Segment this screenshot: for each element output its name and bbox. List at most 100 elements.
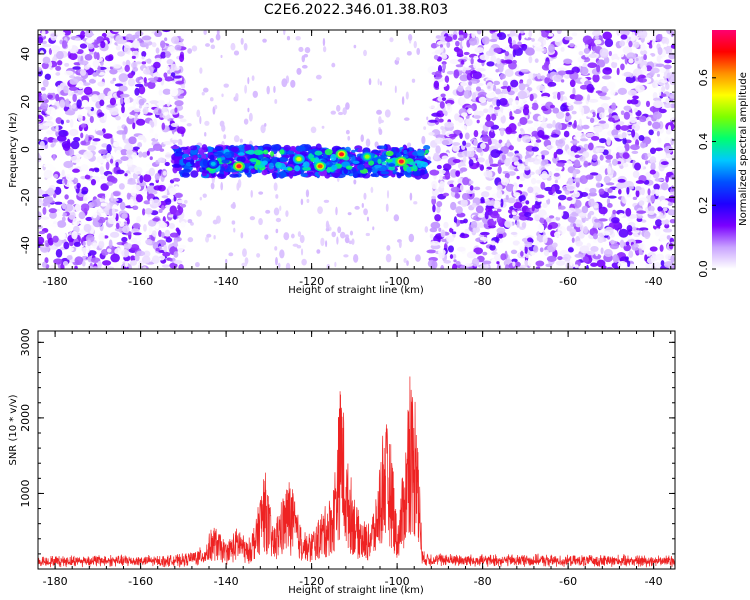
heatmap-cell — [42, 122, 52, 127]
heatmap-cell — [210, 161, 216, 166]
heatmap-cell — [456, 48, 464, 57]
heatmap-cell — [158, 230, 162, 238]
heatmap-cell — [160, 51, 167, 59]
heatmap-cell — [63, 160, 74, 169]
heatmap-cell — [141, 151, 148, 158]
heatmap-cell — [535, 48, 545, 52]
snr-x-tick-label: -40 — [645, 575, 663, 588]
heatmap-cell — [628, 40, 633, 48]
heatmap-cell — [201, 144, 208, 151]
heatmap-cell — [64, 194, 69, 200]
heatmap-cell — [469, 180, 474, 185]
heatmap-cell — [506, 85, 511, 92]
heatmap-cell — [496, 57, 501, 65]
heatmap-cell — [104, 96, 109, 101]
heatmap-cell — [591, 198, 595, 205]
heatmap-cell — [179, 54, 185, 63]
heatmap-cell — [134, 253, 140, 262]
heatmap-cell — [440, 93, 446, 98]
heatmap-cell — [594, 218, 600, 223]
snr-panel: -180 -160 -140 -120 -100 -80 -60 -40 1000 2000 30… — [8, 328, 676, 596]
heatmap-cell — [665, 128, 672, 135]
heatmap-cell — [496, 216, 503, 224]
heatmap-cell — [527, 237, 533, 243]
heatmap-cell — [122, 113, 128, 118]
heatmap-cell — [544, 30, 553, 34]
heatmap-cell — [504, 46, 510, 51]
heatmap-cell — [574, 264, 579, 269]
heatmap-cell — [107, 217, 116, 225]
heatmap-cell — [301, 64, 308, 69]
heatmap-cell — [525, 200, 530, 205]
heatmap-cell — [183, 199, 188, 204]
heatmap-cell — [224, 151, 232, 159]
heatmap-cell — [155, 47, 160, 54]
heatmap-cell — [148, 147, 156, 152]
heatmap-cell — [653, 100, 663, 109]
heatmap-cell — [180, 84, 186, 89]
heatmap-cell — [331, 164, 338, 171]
heatmap-cell — [230, 203, 236, 209]
heatmap-cell — [416, 47, 421, 55]
heatmap-cell — [69, 78, 79, 85]
heatmap-cell — [659, 33, 663, 40]
heatmap-cell — [83, 150, 93, 160]
heatmap-cell — [491, 113, 497, 121]
heatmap-cell — [592, 233, 598, 240]
heatmap-cell — [148, 167, 156, 177]
heatmap-cell — [185, 156, 192, 161]
heatmap-cell — [580, 192, 589, 197]
heatmap-cell — [228, 252, 234, 257]
heatmap-cell — [512, 185, 516, 195]
heatmap-cell — [165, 237, 173, 243]
snr-x-tick-label: -60 — [559, 575, 577, 588]
heatmap-cell — [484, 210, 489, 220]
heatmap-cell — [546, 123, 553, 129]
heatmap-cell — [49, 166, 56, 171]
heatmap-cell — [654, 147, 664, 152]
heatmap-cell — [526, 87, 533, 92]
heatmap-cell — [636, 210, 647, 214]
heatmap-y-tick-label: -40 — [19, 236, 32, 254]
heatmap-cell — [512, 156, 519, 162]
heatmap-cell — [622, 163, 629, 168]
heatmap-cell — [617, 178, 626, 183]
heatmap-cell — [630, 98, 639, 105]
heatmap-cell — [40, 102, 49, 110]
heatmap-cell — [452, 253, 457, 260]
heatmap-cell — [199, 196, 202, 201]
heatmap-cell — [478, 96, 487, 103]
heatmap-cell — [78, 211, 86, 220]
heatmap-cell — [602, 31, 613, 40]
heatmap-cell — [65, 172, 75, 182]
heatmap-cell — [378, 119, 385, 124]
heatmap-cell — [156, 36, 161, 43]
heatmap-cell — [190, 170, 199, 178]
heatmap-cell — [649, 169, 656, 175]
heatmap-cell — [118, 73, 129, 83]
heatmap-cell — [654, 178, 665, 182]
heatmap-cell — [612, 134, 621, 138]
heatmap-cell — [142, 106, 149, 115]
heatmap-cell — [564, 70, 575, 75]
heatmap-cell — [90, 178, 97, 186]
heatmap-cell — [345, 165, 353, 170]
heatmap-cell — [500, 86, 509, 90]
heatmap-cell — [344, 234, 349, 239]
heatmap-cell — [472, 71, 482, 80]
heatmap-cell — [80, 140, 87, 146]
heatmap-cell — [202, 158, 209, 167]
heatmap-cell — [461, 125, 468, 130]
heatmap-cell — [38, 188, 43, 196]
heatmap-cell — [55, 117, 63, 125]
heatmap-cell — [57, 60, 63, 66]
heatmap-cell — [275, 194, 279, 199]
heatmap-cell — [324, 148, 333, 156]
heatmap-cell — [132, 66, 139, 72]
snr-x-tick-label: -100 — [385, 575, 410, 588]
heatmap-cell — [598, 138, 607, 144]
heatmap-cell — [641, 219, 647, 223]
heatmap-cell — [145, 239, 153, 245]
heatmap-cell — [593, 238, 597, 244]
heatmap-cell — [541, 95, 549, 100]
